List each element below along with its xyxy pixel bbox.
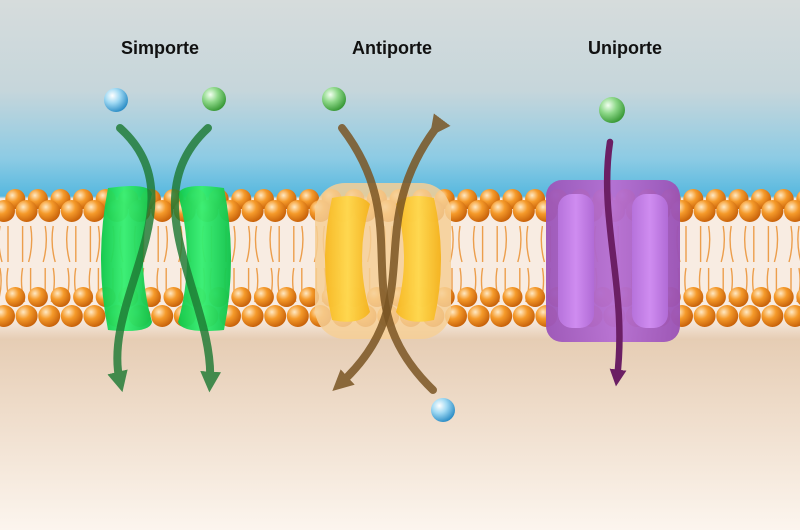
lipid-tail <box>254 225 260 263</box>
phospholipid-head <box>693 200 716 222</box>
phospholipid-head <box>264 200 287 222</box>
symport-protein <box>101 87 231 393</box>
phospholipid-head <box>241 200 264 222</box>
phospholipid-head <box>457 287 478 307</box>
lipid-tail <box>525 225 531 263</box>
phospholipid-head <box>761 200 784 222</box>
lipid-tail <box>42 225 48 263</box>
phospholipid-head <box>231 287 252 307</box>
green-ion <box>599 97 625 123</box>
phospholipid-head <box>502 287 523 307</box>
phospholipid-head <box>264 305 287 327</box>
phospholipid-head <box>738 305 761 327</box>
phospholipid-head <box>773 287 794 307</box>
phospholipid-head <box>761 305 784 327</box>
uniport-left-subunit <box>558 194 594 328</box>
lipid-tail <box>729 225 734 263</box>
symport-label: Simporte <box>120 38 199 58</box>
uniport-arrow <box>603 138 627 387</box>
symport-left-subunit <box>101 186 152 331</box>
phospholipid-head <box>163 287 184 307</box>
lipid-tail <box>231 225 236 263</box>
phospholipid-head <box>716 200 739 222</box>
phospholipid-head <box>479 287 500 307</box>
phospholipid-head <box>60 200 83 222</box>
phospholipid-head <box>693 305 716 327</box>
phospholipid-head <box>784 305 800 327</box>
phospholipid-head <box>784 200 800 222</box>
phospholipid-head <box>83 200 106 222</box>
phospholipid-head <box>467 305 490 327</box>
phospholipid-head <box>512 305 535 327</box>
phospholipid-head <box>241 305 264 327</box>
lipid-tail <box>269 225 274 263</box>
phospholipid-head <box>83 305 106 327</box>
phospholipid-head <box>728 287 749 307</box>
lipid-tail <box>517 225 522 263</box>
uniport-protein <box>546 97 680 387</box>
green-ion <box>322 87 346 111</box>
lipid-tail <box>95 225 101 263</box>
uniport-right-subunit <box>632 194 668 328</box>
antiport-label: Antiporte <box>352 38 432 58</box>
lipid-tail <box>743 225 749 263</box>
phospholipid-head <box>15 200 38 222</box>
phospholipid-head <box>5 287 26 307</box>
lipid-tail <box>773 225 779 263</box>
phospholipid-head <box>286 200 309 222</box>
phospholipid-head <box>73 287 94 307</box>
phospholipid-head <box>683 287 704 307</box>
phospholipid-head <box>525 287 546 307</box>
green-ion <box>202 87 226 111</box>
phospholipid-head <box>151 305 174 327</box>
phospholipid-head <box>38 305 61 327</box>
phospholipid-head <box>15 305 38 327</box>
lipid-tail <box>797 225 800 261</box>
lipid-tail <box>245 225 251 263</box>
lipid-tail <box>0 226 3 263</box>
lipid-tail <box>502 225 508 263</box>
lipid-tail <box>458 225 463 263</box>
lipid-tail <box>705 225 711 263</box>
phospholipid-head <box>286 305 309 327</box>
lipid-tail <box>27 225 33 263</box>
phospholipid-head <box>50 287 71 307</box>
lipid-tail <box>472 225 478 263</box>
phospholipid-head <box>276 287 297 307</box>
phospholipid-head <box>490 305 513 327</box>
phospholipid-head <box>0 200 15 222</box>
phospholipid-head <box>716 305 739 327</box>
phospholipid-head <box>253 287 274 307</box>
phospholipid-head <box>27 287 48 307</box>
antiport-arrow-out <box>332 113 451 392</box>
phospholipid-head <box>512 200 535 222</box>
phospholipid-head <box>299 287 320 307</box>
lipid-tail <box>720 225 726 263</box>
phospholipid-head <box>0 305 15 327</box>
phospholipid-head <box>60 305 83 327</box>
phospholipid-head <box>151 200 174 222</box>
uniport-label: Uniporte <box>588 38 662 58</box>
lipid-tail <box>540 225 546 263</box>
antiport-protein <box>315 87 455 422</box>
blue-ion <box>104 88 128 112</box>
lipid-tail <box>163 225 169 263</box>
lipid-tail <box>51 225 56 263</box>
lipid-tail <box>299 225 304 263</box>
lipid-tail <box>788 225 793 263</box>
symport-arrow-left <box>107 124 156 393</box>
phospholipid-head <box>705 287 726 307</box>
phospholipid-head <box>796 289 800 305</box>
phospholipid-head <box>467 200 490 222</box>
phospholipid-head <box>738 200 761 222</box>
lipid-tail <box>0 267 2 297</box>
lipid-tail <box>65 225 71 263</box>
phospholipid-head <box>490 200 513 222</box>
blue-ion <box>431 398 455 422</box>
symport-arrow-right <box>170 124 222 393</box>
phospholipid-head <box>38 200 61 222</box>
phospholipid-head <box>751 287 772 307</box>
